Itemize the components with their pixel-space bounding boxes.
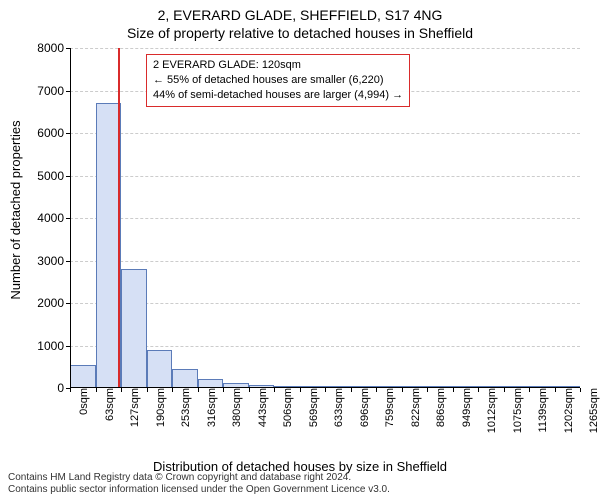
- x-tick-mark: [478, 388, 479, 392]
- y-tick-mark: [66, 346, 70, 347]
- x-tick-label: 696sqm: [355, 388, 371, 427]
- x-tick-mark: [351, 388, 352, 392]
- y-tick-mark: [66, 133, 70, 134]
- x-tick-mark: [223, 388, 224, 392]
- x-tick-label: 0sqm: [74, 388, 90, 415]
- property-marker-line: [118, 48, 120, 388]
- chart-title: 2, EVERARD GLADE, SHEFFIELD, S17 4NG Siz…: [0, 0, 600, 42]
- x-tick-mark: [96, 388, 97, 392]
- x-tick-label: 1265sqm: [584, 388, 600, 433]
- x-tick-mark: [555, 388, 556, 392]
- x-tick-mark: [529, 388, 530, 392]
- y-tick-mark: [66, 48, 70, 49]
- x-tick-mark: [121, 388, 122, 392]
- x-tick-label: 127sqm: [125, 388, 141, 427]
- x-tick-mark: [376, 388, 377, 392]
- histogram-bar: [121, 269, 147, 388]
- y-axis-label: Number of detached properties: [8, 120, 23, 299]
- chart-container: 2, EVERARD GLADE, SHEFFIELD, S17 4NG Siz…: [0, 0, 600, 500]
- x-tick-mark: [70, 388, 71, 392]
- x-tick-label: 380sqm: [227, 388, 243, 427]
- x-tick-label: 759sqm: [380, 388, 396, 427]
- x-tick-mark: [427, 388, 428, 392]
- x-tick-label: 1202sqm: [559, 388, 575, 433]
- title-address: 2, EVERARD GLADE, SHEFFIELD, S17 4NG: [0, 6, 600, 24]
- annotation-line-1: 2 EVERARD GLADE: 120sqm: [153, 58, 403, 73]
- annotation-line-2: ← 55% of detached houses are smaller (6,…: [153, 73, 403, 88]
- x-tick-label: 63sqm: [100, 388, 116, 421]
- footer-line-2: Contains public sector information licen…: [8, 484, 390, 496]
- x-tick-label: 822sqm: [406, 388, 422, 427]
- histogram-bar: [147, 350, 173, 388]
- plot-area: 2 EVERARD GLADE: 120sqm ← 55% of detache…: [70, 48, 580, 388]
- x-tick-label: 1012sqm: [482, 388, 498, 433]
- x-tick-label: 569sqm: [304, 388, 320, 427]
- x-tick-label: 190sqm: [151, 388, 167, 427]
- x-tick-mark: [274, 388, 275, 392]
- y-tick-mark: [66, 261, 70, 262]
- x-tick-mark: [453, 388, 454, 392]
- x-tick-label: 443sqm: [253, 388, 269, 427]
- title-subtitle: Size of property relative to detached ho…: [0, 24, 600, 42]
- x-tick-mark: [198, 388, 199, 392]
- x-tick-mark: [504, 388, 505, 392]
- x-tick-mark: [249, 388, 250, 392]
- histogram-bar: [96, 103, 122, 388]
- x-tick-label: 949sqm: [457, 388, 473, 427]
- x-tick-mark: [325, 388, 326, 392]
- x-tick-mark: [300, 388, 301, 392]
- x-tick-label: 253sqm: [176, 388, 192, 427]
- x-tick-mark: [580, 388, 581, 392]
- y-tick-mark: [66, 91, 70, 92]
- footer-line-1: Contains HM Land Registry data © Crown c…: [8, 472, 390, 484]
- y-tick-mark: [66, 218, 70, 219]
- x-tick-label: 1139sqm: [533, 388, 549, 432]
- x-tick-label: 1075sqm: [508, 388, 524, 433]
- x-tick-mark: [172, 388, 173, 392]
- annotation-line-3: 44% of semi-detached houses are larger (…: [153, 88, 403, 103]
- x-tick-mark: [147, 388, 148, 392]
- x-tick-label: 633sqm: [329, 388, 345, 427]
- x-tick-label: 506sqm: [278, 388, 294, 427]
- annotation-box: 2 EVERARD GLADE: 120sqm ← 55% of detache…: [146, 54, 410, 107]
- x-tick-label: 886sqm: [431, 388, 447, 427]
- x-tick-label: 316sqm: [202, 388, 218, 427]
- histogram-bar: [172, 369, 198, 388]
- y-tick-mark: [66, 176, 70, 177]
- y-tick-mark: [66, 303, 70, 304]
- x-tick-mark: [402, 388, 403, 392]
- footer: Contains HM Land Registry data © Crown c…: [8, 472, 390, 496]
- y-axis-line: [70, 48, 71, 388]
- histogram-bar: [70, 365, 96, 388]
